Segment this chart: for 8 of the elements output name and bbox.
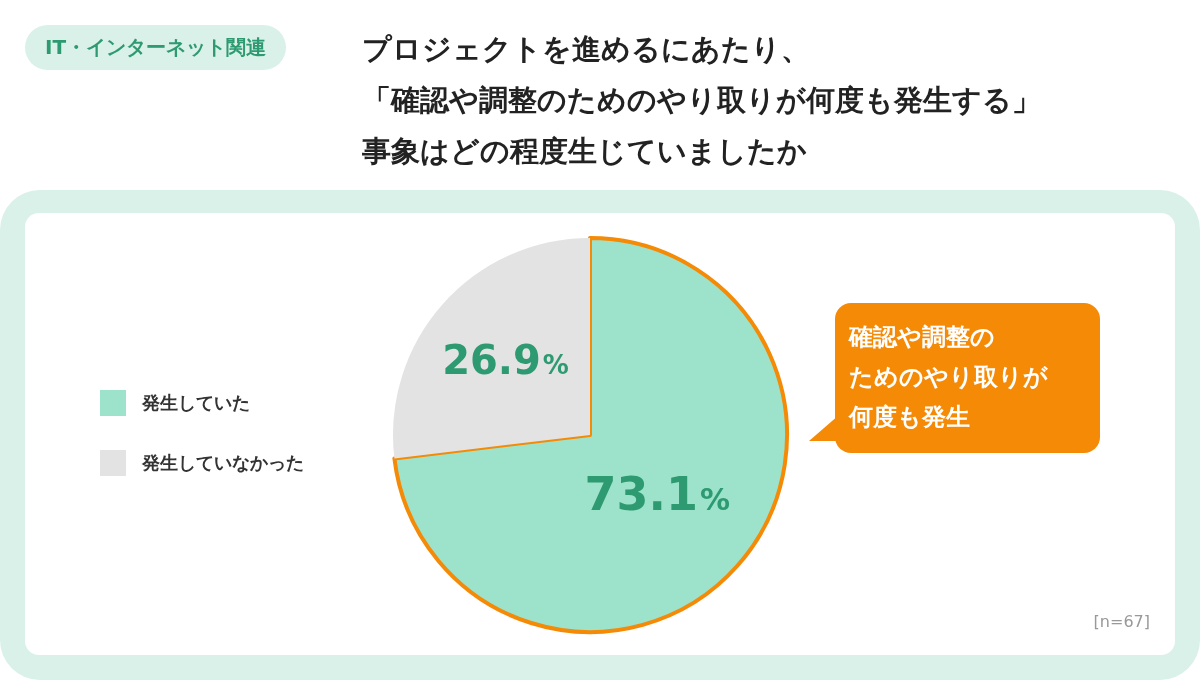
- data-label: 73.1%: [584, 467, 731, 522]
- text: 確認や調整のためのやり取りが何度も発生: [835, 303, 1100, 453]
- text: IT・インターネット関連: [25, 25, 287, 70]
- text: [n=67]: [1093, 612, 1150, 631]
- legend-label: 発生していなかった: [142, 451, 304, 475]
- legend-label: 発生していた: [142, 391, 250, 415]
- data-label: 26.9%: [442, 336, 569, 383]
- chart-title: プロジェクトを進めるにあたり、「確認や調整のためのやり取りが何度も発生する」事象はどの程度生じていましたか: [362, 31, 1041, 170]
